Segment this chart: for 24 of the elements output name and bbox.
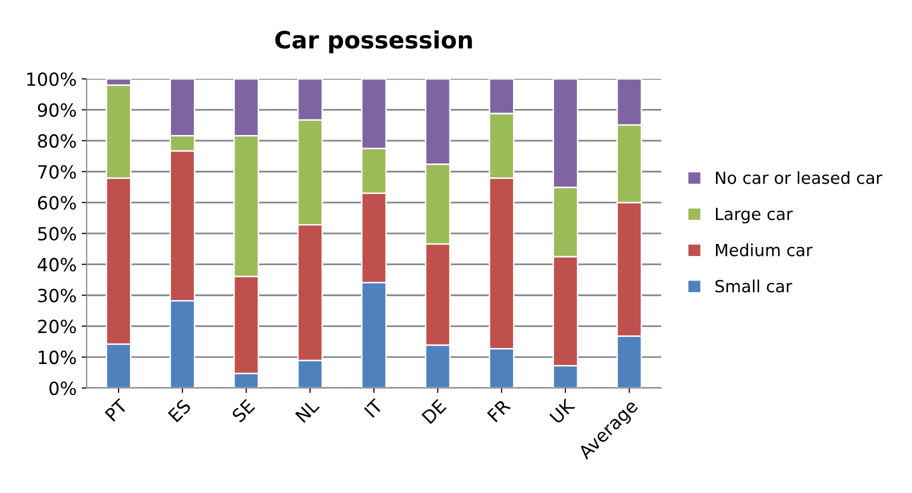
y-tick-label: 100% — [27, 72, 76, 86]
legend-label: Large car — [716, 208, 793, 224]
chart-title: Car possession — [275, 30, 472, 54]
y-tick-label: 60% — [38, 196, 76, 210]
x-tick-label: UK — [549, 398, 576, 424]
legend-label: No car or leased car — [716, 171, 882, 184]
x-tick-label: DE — [422, 398, 447, 424]
y-tick-label: 20% — [38, 320, 76, 334]
x-tick-label: ES — [168, 398, 192, 423]
x-tick-label: SE — [231, 398, 256, 423]
y-tick-label: 40% — [38, 258, 76, 272]
x-tick-label: NL — [295, 398, 320, 423]
y-tick-label: 30% — [38, 288, 76, 302]
y-tick-label: 0% — [49, 381, 76, 396]
y-tick-label: 90% — [38, 103, 76, 117]
x-tick-label: FR — [487, 398, 511, 422]
x-tick-label: IT — [364, 398, 384, 418]
y-tick-label: 80% — [38, 134, 76, 148]
y-tick-label: 50% — [38, 226, 76, 241]
x-tick-label: PT — [104, 398, 128, 422]
y-tick-label: 10% — [38, 350, 76, 364]
y-tick-label: 70% — [38, 165, 76, 179]
legend-label: Medium car — [716, 243, 813, 256]
legend-label: Small car — [715, 280, 792, 292]
